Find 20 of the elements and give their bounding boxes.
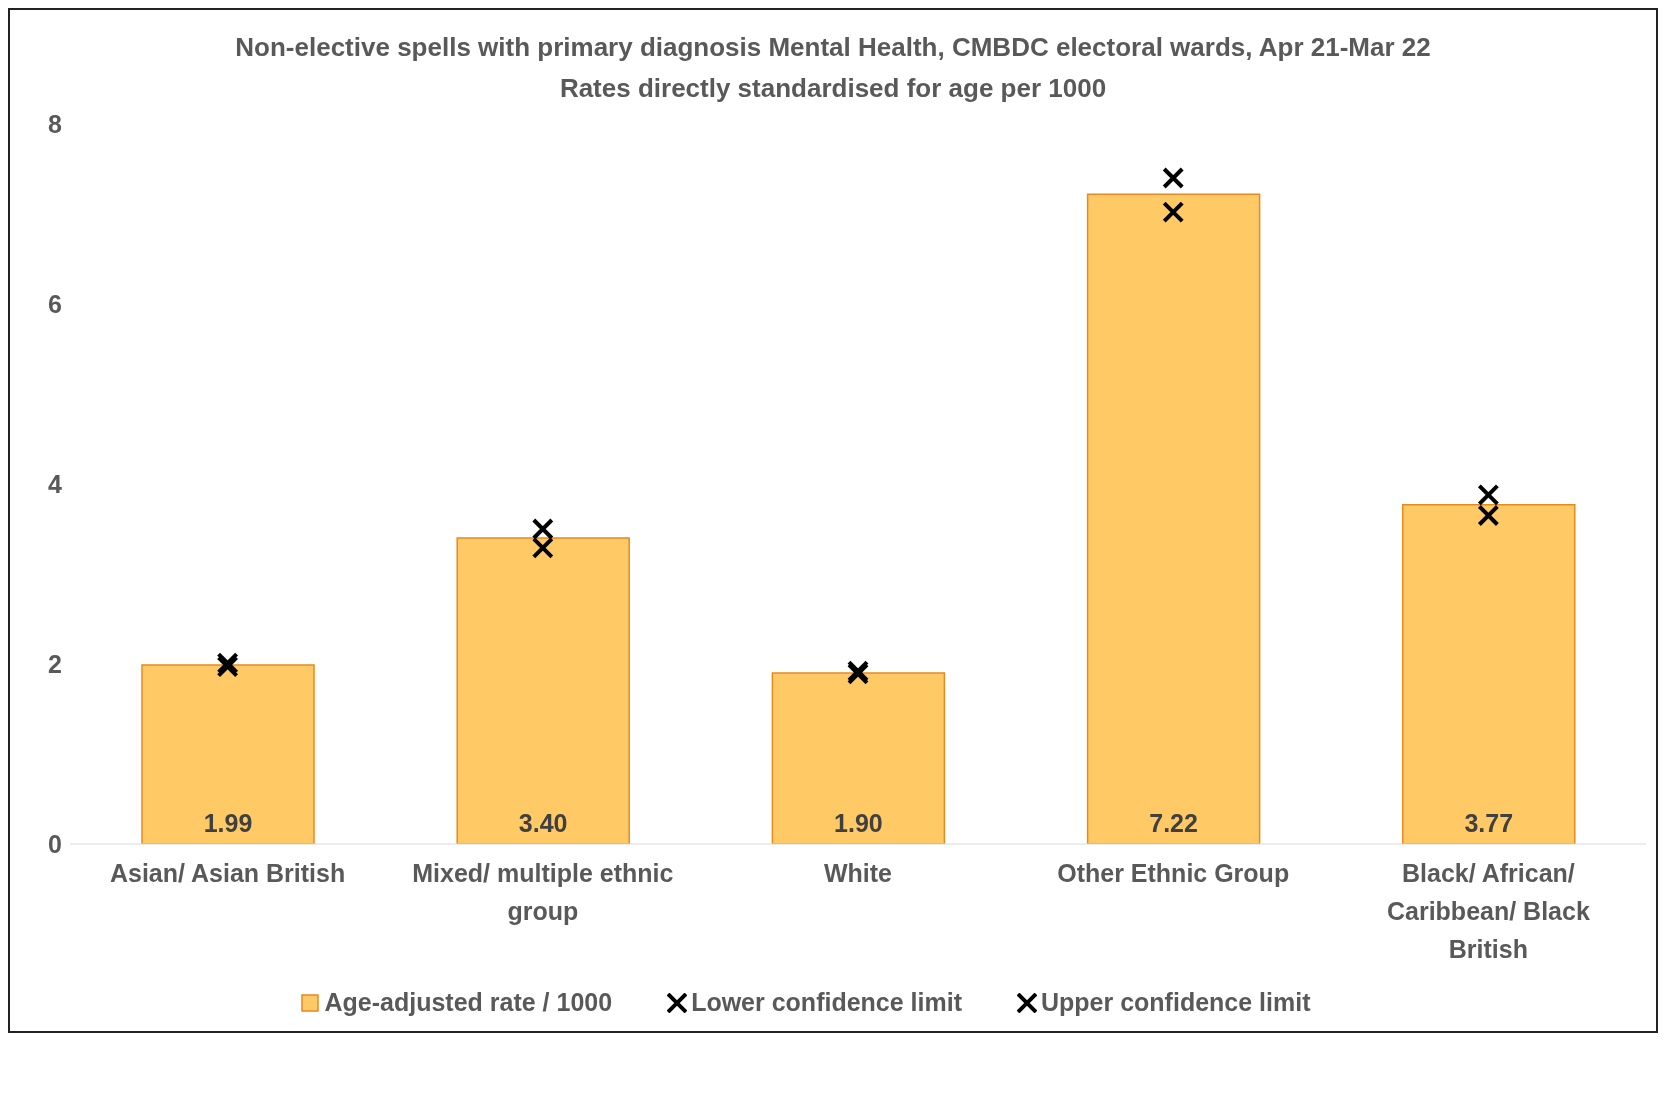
- y-tick-label: 6: [48, 289, 62, 318]
- chart-subtitle: Rates directly standardised for age per 1000: [558, 73, 1108, 104]
- legend-label: Age-adjusted rate / 1000: [324, 988, 613, 1017]
- data-label: 7.22: [1149, 809, 1198, 837]
- data-label: 3.77: [1464, 809, 1514, 837]
- legend-label: Lower confidence limit: [691, 988, 962, 1017]
- x-tick-label: Other Ethnic Group: [1057, 859, 1290, 887]
- x-tick-label: Asian/ Asian British: [109, 859, 346, 887]
- data-label: 1.99: [203, 809, 253, 837]
- x-tick-label: White: [823, 859, 893, 887]
- x-tick-label: Black/ African/ Caribbean/ Black British: [1386, 859, 1590, 963]
- legend-label: Upper confidence limit: [1041, 988, 1311, 1017]
- data-label: 3.40: [518, 809, 568, 837]
- y-tick-label: 4: [48, 469, 63, 498]
- data-label: 1.90: [834, 809, 883, 837]
- y-tick-label: 2: [48, 649, 62, 678]
- x-tick-label: Mixed/ multiple ethnic group: [412, 859, 674, 925]
- y-tick-label: 8: [48, 109, 63, 138]
- chart-title: Non-elective spells with primary diagnosis Mental Health, CMBDC electoral wards, Apr 21-Mar 22: [234, 32, 1432, 63]
- y-tick-label: 0: [48, 829, 62, 858]
